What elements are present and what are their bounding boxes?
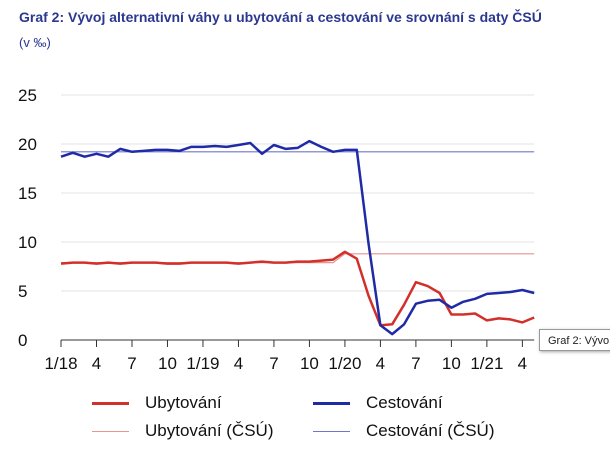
y-tick-label: 20 — [18, 135, 37, 154]
y-tick-label: 10 — [18, 233, 37, 252]
x-tick-label: 10 — [158, 354, 177, 373]
x-tick-label: 7 — [269, 354, 278, 373]
chart-title: Graf 2: Vývoj alternativní váhy u ubytov… — [19, 9, 542, 25]
x-tick-label: 10 — [300, 354, 319, 373]
x-tick-label: 1/20 — [328, 354, 361, 373]
chart-unit-label: (v ‰) — [19, 35, 51, 50]
x-tick-label: 4 — [376, 354, 385, 373]
x-tick-label: 4 — [518, 354, 527, 373]
grid-layer — [61, 94, 535, 341]
x-tick-label: 1/19 — [186, 354, 219, 373]
x-axis: 1/18 4 7 10 1/19 4 7 10 1/20 4 7 10 1/21 4 — [44, 340, 527, 373]
x-tick-label: 7 — [411, 354, 420, 373]
tooltip: Graf 2: Vývo — [539, 329, 610, 351]
x-tick-label: 1/18 — [44, 354, 77, 373]
series-layer — [60, 139, 535, 336]
x-tick-label: 1/21 — [470, 354, 503, 373]
x-tick-label: 4 — [92, 354, 101, 373]
x-tick-label: 4 — [234, 354, 243, 373]
y-tick-label: 25 — [18, 86, 37, 105]
series-cestovani[interactable] — [60, 139, 535, 336]
y-tick-label: 5 — [18, 282, 27, 301]
y-tick-label: 15 — [18, 184, 37, 203]
x-tick-label: 10 — [442, 354, 461, 373]
y-axis: 0 5 10 15 20 25 — [18, 86, 37, 350]
series-ubytovani[interactable] — [60, 250, 535, 327]
x-tick-label: 7 — [127, 354, 136, 373]
y-tick-label: 0 — [18, 331, 27, 350]
